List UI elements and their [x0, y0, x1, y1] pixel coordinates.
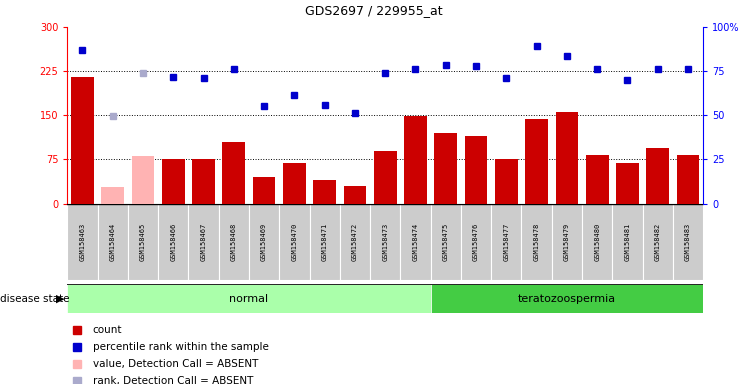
- Bar: [67, 284, 431, 313]
- Text: GSM158478: GSM158478: [533, 223, 539, 261]
- Bar: [128, 204, 158, 280]
- Text: GSM158482: GSM158482: [654, 223, 660, 261]
- Text: GSM158463: GSM158463: [79, 223, 85, 261]
- Text: GSM158471: GSM158471: [322, 223, 328, 261]
- Text: GSM158468: GSM158468: [231, 223, 237, 261]
- Bar: [343, 186, 367, 204]
- Bar: [613, 204, 643, 280]
- Bar: [67, 204, 97, 280]
- Bar: [313, 180, 336, 204]
- Text: GSM158475: GSM158475: [443, 223, 449, 261]
- Bar: [673, 204, 703, 280]
- Text: GSM158476: GSM158476: [473, 223, 479, 261]
- Text: GSM158466: GSM158466: [171, 223, 177, 261]
- Text: value, Detection Call = ABSENT: value, Detection Call = ABSENT: [93, 359, 258, 369]
- Bar: [461, 204, 491, 280]
- Text: GSM158483: GSM158483: [685, 223, 691, 261]
- Text: percentile rank within the sample: percentile rank within the sample: [93, 343, 269, 353]
- Bar: [525, 119, 548, 204]
- Text: GDS2697 / 229955_at: GDS2697 / 229955_at: [305, 4, 443, 17]
- Text: GSM158467: GSM158467: [200, 223, 206, 261]
- Text: GSM158473: GSM158473: [382, 223, 388, 261]
- Text: rank, Detection Call = ABSENT: rank, Detection Call = ABSENT: [93, 376, 253, 384]
- Bar: [340, 204, 370, 280]
- Bar: [582, 204, 613, 280]
- Bar: [249, 204, 279, 280]
- Bar: [616, 164, 639, 204]
- Bar: [71, 77, 94, 204]
- Bar: [465, 136, 488, 204]
- Bar: [646, 147, 669, 204]
- Bar: [491, 204, 521, 280]
- Text: GSM158470: GSM158470: [292, 223, 298, 261]
- Text: disease state: disease state: [0, 293, 70, 304]
- Bar: [370, 204, 400, 280]
- Text: GSM158477: GSM158477: [503, 223, 509, 261]
- Text: GSM158481: GSM158481: [625, 223, 631, 261]
- Bar: [102, 187, 124, 204]
- Bar: [431, 284, 703, 313]
- Bar: [218, 204, 249, 280]
- Text: GSM158469: GSM158469: [261, 223, 267, 261]
- Text: count: count: [93, 326, 122, 336]
- Text: GSM158465: GSM158465: [140, 223, 146, 261]
- Bar: [521, 204, 552, 280]
- Bar: [222, 142, 245, 204]
- Text: GSM158464: GSM158464: [110, 223, 116, 261]
- Bar: [374, 151, 396, 204]
- Bar: [431, 204, 461, 280]
- Bar: [162, 159, 185, 204]
- Bar: [132, 156, 154, 204]
- Bar: [97, 204, 128, 280]
- Bar: [643, 204, 673, 280]
- Bar: [552, 204, 582, 280]
- Bar: [158, 204, 188, 280]
- Bar: [310, 204, 340, 280]
- Text: GSM158480: GSM158480: [594, 223, 600, 261]
- Bar: [556, 112, 578, 204]
- Bar: [192, 159, 215, 204]
- Bar: [188, 204, 218, 280]
- Text: teratozoospermia: teratozoospermia: [518, 293, 616, 304]
- Bar: [400, 204, 431, 280]
- Text: normal: normal: [230, 293, 269, 304]
- Bar: [253, 177, 275, 204]
- Text: ▶: ▶: [56, 293, 64, 304]
- Bar: [495, 159, 518, 204]
- Bar: [586, 155, 609, 204]
- Bar: [404, 116, 427, 204]
- Bar: [283, 164, 306, 204]
- Text: GSM158474: GSM158474: [412, 223, 418, 261]
- Bar: [435, 133, 457, 204]
- Text: GSM158479: GSM158479: [564, 223, 570, 261]
- Bar: [279, 204, 310, 280]
- Text: GSM158472: GSM158472: [352, 223, 358, 261]
- Bar: [677, 155, 699, 204]
